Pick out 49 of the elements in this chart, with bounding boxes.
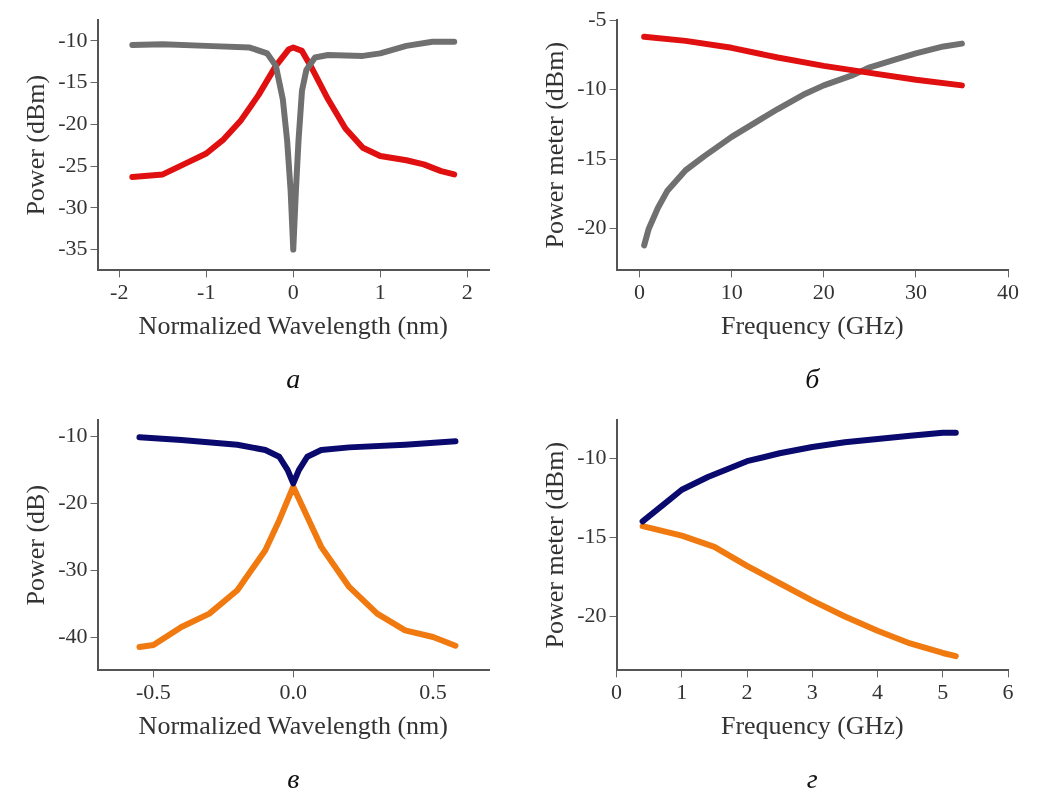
y-tick-label: -30 (58, 193, 88, 219)
x-tick-label: 5 (937, 679, 949, 705)
x-tick-label: 0 (611, 679, 623, 705)
y-tick-label: -30 (58, 556, 88, 582)
x-tick-label: 40 (997, 279, 1019, 305)
x-tick-label: 2 (461, 279, 473, 305)
text: б (805, 363, 821, 394)
x-axis-title: Normalized Wavelength (nm) (138, 311, 448, 341)
x-tick-label: -2 (110, 279, 129, 305)
x-tick-label: 20 (812, 279, 835, 305)
y-axis-title: Power (dB) (21, 484, 51, 606)
text: г (806, 763, 818, 794)
y-axis-title: Power meter (dBm) (540, 41, 570, 249)
y-tick-label: -20 (58, 110, 88, 136)
y-tick-label: -15 (577, 144, 607, 170)
x-tick-label: 30 (904, 279, 927, 305)
x-tick-label: 6 (1002, 679, 1014, 705)
y-tick-label: -40 (58, 622, 88, 648)
x-tick-label: 1 (374, 279, 386, 305)
y-tick-label: -10 (577, 443, 607, 469)
y-tick-label: -15 (58, 68, 88, 94)
y-tick-label: -20 (577, 602, 607, 628)
x-axis-title: Frequency (GHz) (720, 711, 904, 741)
x-tick-label: 10 (720, 279, 743, 305)
x-tick-label: 0.0 (279, 679, 308, 705)
y-tick-label: -35 (58, 235, 88, 261)
x-tick-label: 3 (806, 679, 818, 705)
x-tick-label: 0.5 (419, 679, 447, 705)
y-axis-title: Power (dBm) (21, 74, 51, 216)
x-axis-title: Normalized Wavelength (nm) (138, 711, 448, 741)
x-tick-label: 4 (872, 679, 884, 705)
x-tick-label: -1 (197, 279, 216, 305)
y-tick-label: -10 (58, 422, 88, 448)
x-tick-label: 2 (741, 679, 753, 705)
y-tick-label: -20 (577, 214, 607, 240)
y-tick-label: -25 (58, 151, 88, 177)
y-tick-label: -20 (58, 489, 88, 515)
x-tick-label: -0.5 (136, 679, 171, 705)
y-tick-label: -10 (577, 75, 607, 101)
x-tick-label: 1 (676, 679, 688, 705)
y-axis-title: Power meter (dBm) (540, 441, 570, 649)
y-tick-label: -10 (58, 26, 88, 52)
x-tick-label: 0 (634, 279, 646, 305)
text: в (287, 763, 300, 794)
y-tick-label: -5 (588, 5, 607, 31)
x-axis-title: Frequency (GHz) (720, 311, 904, 341)
text: а (286, 363, 301, 394)
x-tick-label: 0 (287, 279, 299, 305)
y-tick-label: -15 (577, 523, 607, 549)
